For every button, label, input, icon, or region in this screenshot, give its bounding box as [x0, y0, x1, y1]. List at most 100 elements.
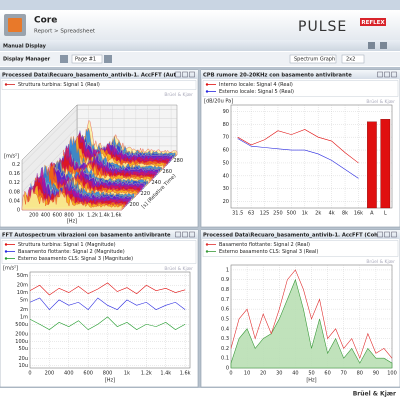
panel-button[interactable]: [182, 71, 188, 78]
panel-button[interactable]: [175, 231, 181, 238]
legend-box: [1, 240, 197, 264]
panel-button[interactable]: [189, 71, 195, 78]
page-select[interactable]: [71, 54, 103, 64]
layout-select-label[interactable]: 2x2: [346, 57, 355, 63]
y-axis-label: [dB/20u Pa]: [204, 99, 233, 105]
tick-label: 1k: [78, 213, 84, 219]
tick-label: 0.5: [221, 316, 229, 322]
nav-button[interactable]: [60, 55, 68, 63]
x-tick-label: 8k: [342, 211, 348, 217]
tick-label: 600: [53, 213, 63, 219]
panel-title-bar: [201, 230, 400, 239]
tick-label: 20u: [18, 356, 28, 362]
series-line: [29, 297, 186, 311]
tick-label: 1m: [20, 314, 28, 320]
legend-label: Basamento flottante: Signal 2 (Real): [219, 242, 310, 248]
tick-label: 1.2k: [87, 213, 98, 219]
tick-label: 80: [357, 371, 363, 377]
panel-button[interactable]: [182, 231, 188, 238]
tick-label: 0.4: [221, 326, 229, 332]
legend-label: Esterno basamento CLS: Signal 3 (Magnitu…: [18, 256, 133, 262]
grid-line: [21, 118, 177, 174]
legend-label: Esterno locale: Signal 5 (Real): [219, 89, 294, 95]
area: [230, 278, 393, 369]
nav-button[interactable]: [104, 55, 112, 63]
menu-icon[interactable]: [368, 42, 375, 49]
tick-label: 1.4k: [160, 371, 171, 377]
logo-tag: REFLEX: [361, 20, 385, 26]
tick-label: 600: [83, 371, 93, 377]
panel-button[interactable]: [189, 231, 195, 238]
panel-title: Processed Data\Recuaro_basamento_antivib…: [2, 72, 236, 78]
grid-line: [21, 127, 177, 183]
panel-button[interactable]: [384, 71, 390, 78]
bar: [380, 119, 391, 209]
tick-label: 90: [223, 109, 229, 115]
panel-title: FFT Autospectrum vibrazioni con basament…: [2, 232, 171, 238]
series-line: [230, 269, 393, 360]
layout-select[interactable]: [341, 54, 365, 64]
panel-button[interactable]: [377, 71, 383, 78]
legend-dot: [4, 83, 8, 86]
tick-label: 0.3: [221, 336, 229, 342]
x-tick-label: 1k: [302, 211, 308, 217]
tick-label: 20: [260, 371, 266, 377]
x-axis-label: [Hz]: [306, 378, 316, 384]
tick-label: 60: [324, 371, 330, 377]
tick-label: 1.6k: [111, 213, 122, 219]
tick-label: 0.2: [12, 162, 20, 168]
legend-box: [1, 80, 197, 90]
legend-dot: [205, 90, 209, 93]
panel-button[interactable]: [377, 231, 383, 238]
tick-label: 10m: [17, 290, 28, 296]
x-tick-label: 16k: [354, 211, 363, 217]
legend-box: [202, 80, 399, 97]
waterfall-trace: [26, 173, 127, 206]
panel-button[interactable]: [175, 71, 181, 78]
tick-label: 40: [223, 173, 229, 179]
legend-label: Basamento flottante: Signal 2 (Magnitude…: [18, 249, 125, 255]
x-tick-label: 2k: [315, 211, 321, 217]
panel-button[interactable]: [391, 71, 397, 78]
series-line: [29, 282, 186, 296]
tick-label: 200: [130, 202, 140, 208]
plot-area: [29, 271, 191, 369]
tick-label: 70: [223, 135, 229, 141]
legend-dot: [4, 257, 8, 260]
tick-label: 0.7: [221, 297, 229, 303]
watermark: Brüel & Kjær: [164, 92, 193, 98]
tick-label: 800: [103, 371, 113, 377]
tick-label: 0.16: [9, 171, 20, 177]
panel: Processed Data\Recuaro_basamento_antivib…: [0, 69, 236, 228]
tick-label: 2m: [20, 307, 28, 313]
tick-label: 20m: [17, 283, 28, 289]
breadcrumb[interactable]: Report > Spreadsheet: [34, 29, 96, 35]
panel-button[interactable]: [391, 231, 397, 238]
x-axis-label: [Hz]: [105, 378, 115, 384]
menu-icon[interactable]: [380, 42, 387, 49]
x-tick-label: 31.5: [232, 211, 243, 217]
header-title: Core: [34, 16, 57, 26]
x-tick-label: 125: [260, 211, 270, 217]
panel-title-bar: [201, 70, 400, 79]
watermark: Brüel & Kjær: [366, 99, 395, 105]
tick-label: 1k: [124, 371, 130, 377]
panel-title-bar: [0, 70, 198, 79]
menu-title: Manual Display: [3, 44, 47, 50]
tick-label: 50m: [17, 273, 28, 279]
tick-label: 80: [223, 122, 229, 128]
tick-label: 0.6: [221, 307, 229, 313]
panel-button[interactable]: [384, 231, 390, 238]
tick-label: 100u: [15, 339, 28, 345]
graph-select-label[interactable]: Spectrum Graph: [294, 57, 335, 63]
panel: CPB rumore 20-20KHz con basamento antivi…: [200, 69, 400, 228]
tick-label: 0.12: [9, 180, 20, 186]
page-select-label[interactable]: Page #1: [75, 57, 96, 63]
footer: [0, 388, 400, 400]
y-axis-label: [m/s²]: [3, 266, 18, 272]
legend-dot: [205, 250, 209, 253]
graph-select[interactable]: [289, 54, 337, 64]
